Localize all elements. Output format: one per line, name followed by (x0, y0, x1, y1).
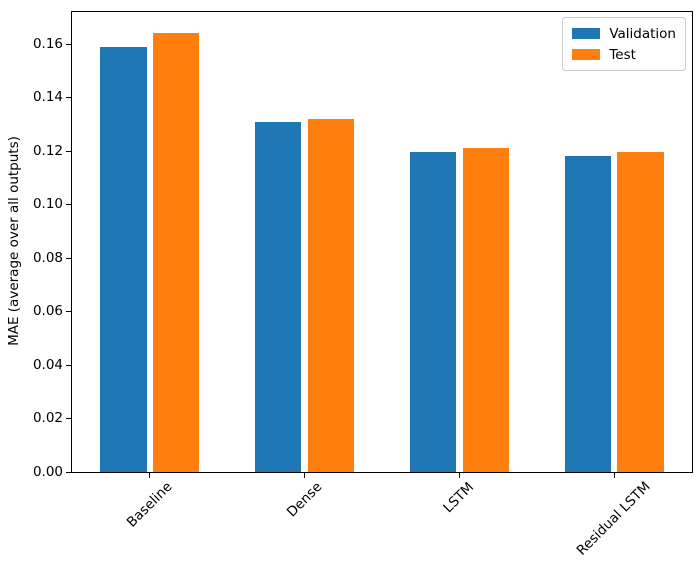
x-tick-mark (458, 473, 460, 478)
bar-test-residual-lstm (617, 152, 664, 472)
bar-validation-baseline (100, 46, 147, 472)
x-tick-mark (613, 473, 615, 478)
y-axis-label: MAE (average over all outputs) (6, 136, 22, 346)
bar-test-dense (307, 118, 355, 472)
x-tick-label-lstm: LSTM (440, 479, 478, 516)
y-tick-mark (66, 257, 71, 259)
y-tick-mark (66, 364, 71, 366)
x-tick-label-baseline: Baseline (123, 478, 176, 531)
legend: Validation Test (562, 17, 686, 71)
x-tick-mark (149, 473, 151, 478)
x-tick-label-dense: Dense (283, 479, 325, 521)
y-tick-mark (66, 311, 71, 313)
legend-entry-validation: Validation (572, 23, 676, 44)
y-tick-label: 0.00 (32, 463, 63, 480)
y-tick-mark (66, 97, 71, 99)
y-tick-mark (66, 43, 71, 45)
y-tick-label: 0.10 (32, 196, 63, 213)
plot-area: Validation Test (66, 11, 693, 478)
bar-validation-lstm (409, 152, 457, 472)
bar-test-baseline (152, 33, 200, 472)
y-tick-label: 0.14 (32, 89, 63, 106)
y-tick-label: 0.06 (32, 303, 63, 320)
y-tick-label: 0.08 (32, 249, 63, 266)
bar-test-lstm (462, 148, 509, 472)
bar-validation-dense (255, 121, 302, 472)
y-tick-mark (66, 471, 71, 473)
legend-swatch-validation-icon (572, 28, 601, 39)
y-tick-mark (66, 150, 71, 152)
y-tick-label: 0.16 (32, 35, 63, 52)
legend-swatch-test-icon (572, 49, 601, 60)
y-tick-label: 0.02 (32, 410, 63, 426)
x-tick-mark (304, 473, 306, 478)
y-tick-mark (66, 418, 71, 419)
legend-label-validation: Validation (609, 25, 676, 42)
y-tick-label: 0.12 (32, 142, 63, 159)
legend-entry-test: Test (572, 44, 676, 65)
legend-label-test: Test (609, 46, 636, 63)
y-tick-label: 0.04 (32, 356, 63, 373)
y-tick-mark (66, 204, 71, 206)
bar-validation-residual-lstm (564, 156, 612, 472)
x-tick-label-residual-lstm: Residual LSTM (573, 478, 654, 560)
